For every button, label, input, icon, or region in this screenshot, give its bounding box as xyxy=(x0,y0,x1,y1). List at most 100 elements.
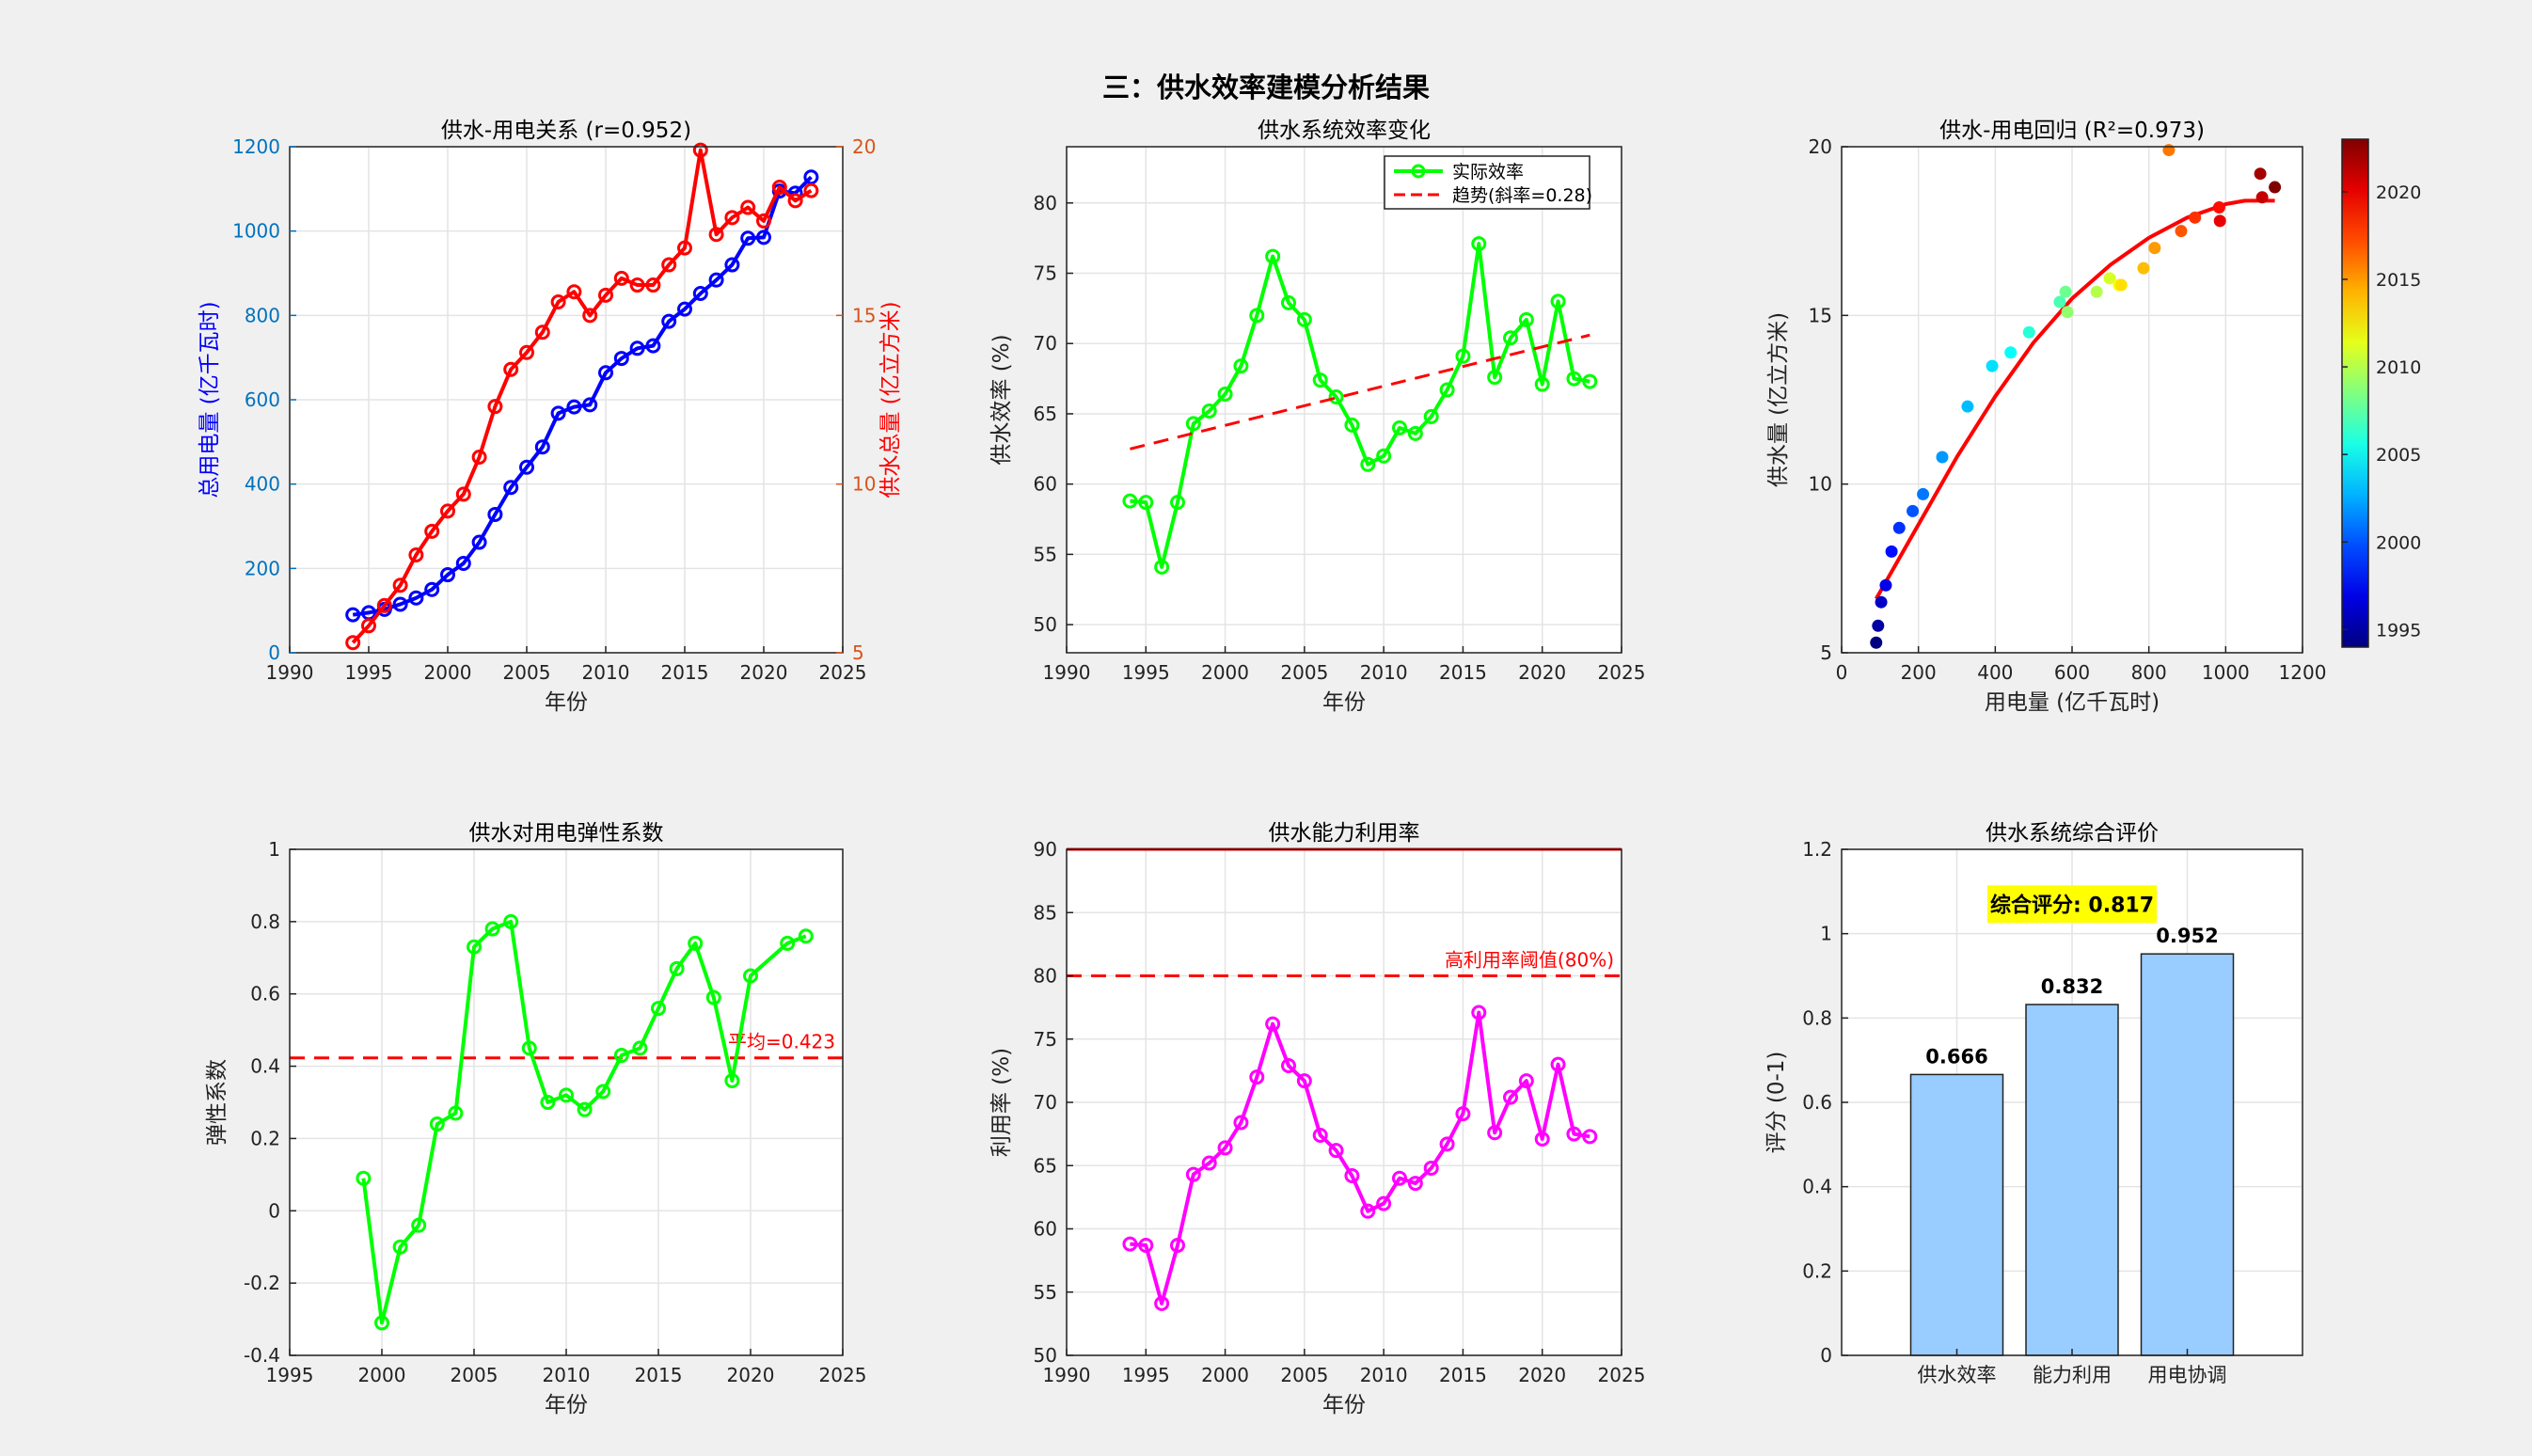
data-point xyxy=(669,960,685,976)
data-point xyxy=(1265,248,1281,264)
x-tick-label: 2015 xyxy=(1439,1364,1487,1386)
x-tick-label: 2000 xyxy=(1201,1364,1249,1386)
x-tick-label: 600 xyxy=(2054,661,2090,684)
y-tick-label: 0.8 xyxy=(1802,1006,1832,1029)
data-point xyxy=(1201,1155,1217,1171)
y-axis-label: 利用率 (%) xyxy=(989,1048,1014,1157)
y-tick-label: 0 xyxy=(1820,1344,1832,1367)
data-point xyxy=(1439,382,1455,398)
data-point xyxy=(540,1095,556,1110)
data-point xyxy=(1360,1203,1376,1219)
data-point xyxy=(1407,425,1423,441)
x-tick-label: 2020 xyxy=(1518,661,1566,684)
y-tick-label: 65 xyxy=(1034,403,1057,425)
data-point xyxy=(1138,495,1154,511)
y-tick-label: 90 xyxy=(1034,838,1057,861)
y-tick-label: 200 xyxy=(245,557,280,579)
data-point xyxy=(392,596,408,612)
data-point xyxy=(724,1072,740,1088)
data-point xyxy=(424,581,440,597)
data-point xyxy=(1917,487,1930,500)
x-tick-label: 2000 xyxy=(1201,661,1249,684)
bar xyxy=(2025,1004,2119,1356)
series-line xyxy=(1130,1010,1590,1306)
data-point xyxy=(1518,311,1534,327)
y-tick-label: 20 xyxy=(852,135,876,158)
data-point xyxy=(408,546,424,562)
data-point xyxy=(598,287,613,303)
data-point xyxy=(1392,419,1407,435)
data-point xyxy=(724,210,740,226)
bar-value-label: 0.832 xyxy=(2041,975,2103,998)
data-point xyxy=(1407,1176,1423,1192)
data-point xyxy=(1312,1127,1328,1143)
data-point xyxy=(1138,1237,1154,1253)
data-point xyxy=(1233,1115,1249,1131)
y-tick-label: 75 xyxy=(1034,262,1057,285)
data-point xyxy=(408,590,424,606)
data-point xyxy=(455,486,471,502)
x-tick-label: 供水效率 xyxy=(1918,1364,1997,1386)
data-point xyxy=(1201,403,1217,419)
data-point xyxy=(1471,1005,1487,1021)
y-tick-label: 400 xyxy=(245,473,280,496)
data-point xyxy=(1281,294,1296,310)
data-point xyxy=(1550,293,1566,309)
data-point xyxy=(1870,636,1883,649)
data-point xyxy=(1439,1136,1455,1152)
data-point xyxy=(487,506,503,522)
plots: 1990 1995 2000 2005 2010 2015 2020 202502004006… xyxy=(198,119,2421,1417)
data-point xyxy=(1986,359,1999,372)
x-tick-label: 能力利用 xyxy=(2033,1364,2112,1386)
y-tick-label: 10 xyxy=(852,473,876,496)
bar xyxy=(2140,953,2235,1356)
x-tick-label: 用电协调 xyxy=(2148,1364,2227,1386)
data-point xyxy=(2114,278,2128,292)
x-tick-label: 1990 xyxy=(266,661,314,684)
chart-title: 供水系统效率变化 xyxy=(1258,119,1431,143)
y-right-axis-label: 供水总量 (亿立方米) xyxy=(878,301,903,498)
data-point xyxy=(1185,1166,1201,1182)
data-point xyxy=(798,928,814,944)
annotation-text: 综合评分: 0.817 xyxy=(1990,893,2154,917)
data-point xyxy=(1249,1069,1265,1085)
x-tick-label: 2020 xyxy=(1518,1364,1566,1386)
data-point xyxy=(534,439,550,455)
series-right xyxy=(345,142,819,651)
x-tick-label: 2005 xyxy=(503,661,551,684)
x-ticks: 1990 1995 2000 2005 2010 2015 2020 2025 xyxy=(1043,646,1645,684)
y-tick-label: 70 xyxy=(1034,332,1057,355)
scatter-points xyxy=(1870,144,2282,649)
data-point xyxy=(392,1239,408,1255)
data-point xyxy=(613,351,629,367)
colorbar: 1995 2000 2005 2010 2015 2020 xyxy=(2341,138,2421,648)
y-tick-label: 80 xyxy=(1034,965,1057,988)
series-line xyxy=(1130,242,1590,569)
data-point xyxy=(1122,1236,1138,1252)
x-tick-label: 2020 xyxy=(740,661,788,684)
data-point xyxy=(521,1040,537,1056)
data-point xyxy=(2022,325,2035,339)
y-tick-label: 0.2 xyxy=(1802,1259,1832,1282)
chart-title: 供水系统综合评价 xyxy=(1986,821,2159,846)
data-point xyxy=(1879,578,1892,592)
colorbar-tick-label: 2010 xyxy=(2376,357,2421,378)
x-tick-label: 400 xyxy=(1977,661,2013,684)
data-point xyxy=(1961,400,1974,413)
y-tick-label: 5 xyxy=(1820,641,1832,664)
data-point xyxy=(1892,521,1906,534)
y-tick-label: -0.2 xyxy=(244,1272,280,1294)
axes-box xyxy=(1066,146,1622,654)
data-point xyxy=(1344,1168,1360,1184)
data-point xyxy=(1170,1237,1185,1253)
y-tick-label: 50 xyxy=(1034,613,1057,636)
y-tick-label: 1.2 xyxy=(1802,838,1832,861)
data-point xyxy=(1328,389,1344,405)
data-point xyxy=(598,365,613,381)
y-ticks: -0.4 -0.2 0 0.2 0.4 0.6 0.8 1 xyxy=(244,838,296,1367)
data-point xyxy=(1122,493,1138,509)
data-point xyxy=(1233,358,1249,374)
x-tick-label: 0 xyxy=(1836,661,1848,684)
data-point xyxy=(566,399,582,415)
data-point xyxy=(2213,214,2226,228)
